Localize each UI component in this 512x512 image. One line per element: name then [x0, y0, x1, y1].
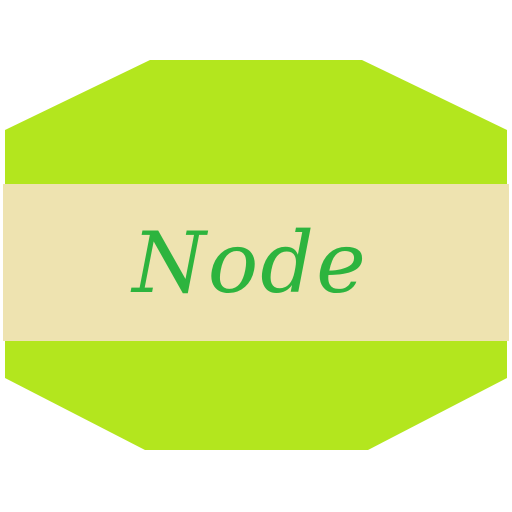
- label-band: [3, 184, 509, 341]
- node-label: Node: [132, 213, 368, 312]
